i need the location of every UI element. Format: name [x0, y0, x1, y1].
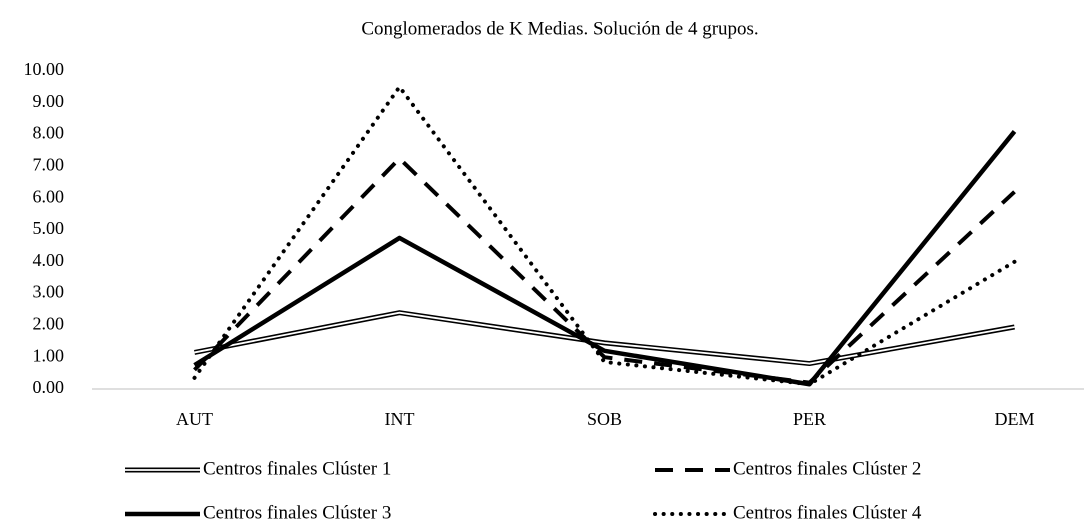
y-tick-label: 1.00: [33, 345, 65, 365]
y-tick-label: 0.00: [33, 377, 65, 397]
y-tick-label: 9.00: [33, 91, 65, 111]
legend-label: Centros finales Clúster 1: [203, 458, 391, 479]
y-tick-label: 10.00: [24, 59, 65, 79]
y-tick-label: 5.00: [33, 218, 65, 238]
y-tick-label: 4.00: [33, 250, 65, 270]
y-tick-label: 3.00: [33, 282, 65, 302]
y-tick-label: 2.00: [33, 314, 65, 334]
series-line: [192, 84, 1017, 387]
x-tick-label: DEM: [995, 409, 1035, 429]
x-tick-label: AUT: [176, 409, 213, 429]
x-tick-label: INT: [385, 409, 415, 429]
x-tick-label: SOB: [587, 409, 622, 429]
y-tick-label: 8.00: [33, 123, 65, 143]
legend-label: Centros finales Clúster 3: [203, 502, 391, 523]
series-line-inner: [194, 311, 1015, 365]
legend-label: Centros finales Clúster 2: [733, 458, 921, 479]
y-tick-label: 7.00: [33, 155, 65, 175]
y-tick-label: 6.00: [33, 186, 65, 206]
series-line: [193, 130, 1017, 387]
chart-title: Conglomerados de K Medias. Solución de 4…: [361, 18, 758, 39]
legend-label: Centros finales Clúster 4: [733, 502, 922, 523]
series-line: [193, 156, 1016, 385]
x-tick-label: PER: [793, 409, 826, 429]
